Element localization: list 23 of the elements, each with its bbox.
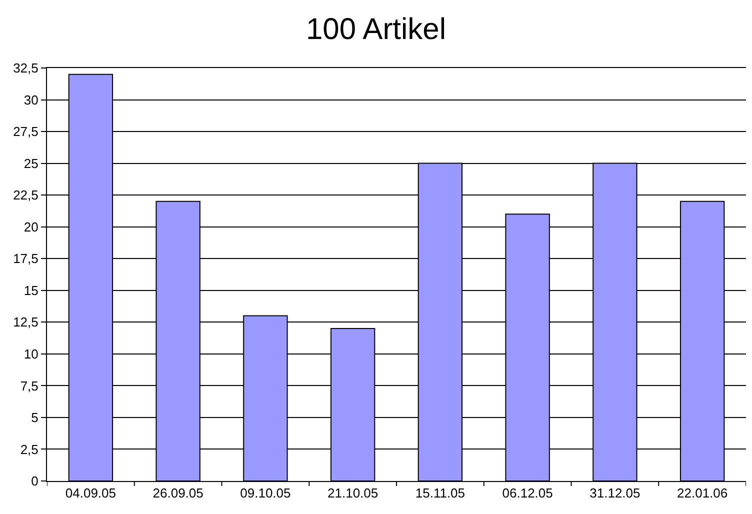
- y-tick-label: 20: [24, 219, 38, 234]
- y-tick-label: 27,5: [13, 124, 38, 140]
- y-tick-label: 32,5: [13, 60, 38, 76]
- y-tick-label: 17,5: [13, 251, 38, 266]
- y-tick-label: 2,5: [20, 442, 38, 457]
- x-tick-label: 26.09.05: [152, 486, 204, 501]
- x-tick-label: 09.10.05: [240, 486, 291, 501]
- y-tick-label: 15: [24, 282, 38, 298]
- y-tick-label: 10: [24, 346, 38, 362]
- y-tick-label: 5: [31, 410, 38, 426]
- y-tick-label: 0: [31, 474, 38, 489]
- y-tick-label: 22,5: [13, 188, 38, 203]
- chart-title: 100 Artikel: [306, 12, 446, 46]
- x-tick-label: 15.11.05: [415, 486, 466, 501]
- y-tick-label: 25: [24, 156, 38, 171]
- x-tick-label: 04.09.05: [65, 486, 116, 501]
- y-tick-label: 12,5: [13, 314, 38, 330]
- x-tick-label: 31.12.05: [590, 486, 640, 501]
- x-tick-label: 21.10.05: [328, 486, 378, 501]
- y-tick-label: 7,5: [20, 378, 38, 394]
- x-tick-label: 22.01.06: [677, 486, 728, 501]
- y-tick-label: 30: [24, 92, 38, 108]
- x-tick-label: 06.12.05: [502, 486, 553, 501]
